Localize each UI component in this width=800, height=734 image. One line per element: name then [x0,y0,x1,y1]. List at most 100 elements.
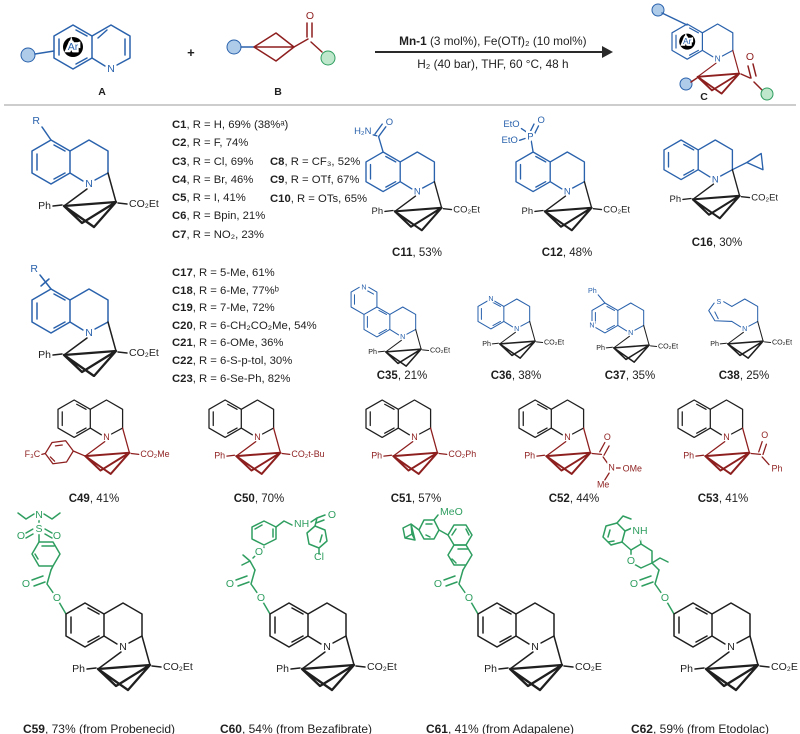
fused-pyridine-ring [350,286,378,315]
compound-yield: , R = OTs, 65% [290,192,368,205]
product-c38: S N Ph CO₂Et C38, 25% [688,259,800,382]
n-atom-label: N [564,186,571,197]
yield-line: C23, R = 6-Se-Ph, 82% [172,371,344,389]
catalyst-loading: (3 mol%), Fe(OTf)₂ (10 mol%) [426,33,587,48]
o-atom-label: O [226,578,234,590]
yield-line: C17, R = 5-Me, 61% [172,265,344,283]
o-atom-label: O [53,592,61,604]
structure-c59: O O S O O N N Ph [17,507,193,692]
cl-atom-label: Cl [314,551,324,563]
caption-c59: C59, 73% (from Probenecid) [22,722,176,734]
ph-label: Ph [482,340,491,348]
ester-label: CO₂Et [453,204,480,215]
reaction-header: Ar N A + O B Mn-1 (3 mol%), Fe(OTf)₂ (10… [4,2,796,102]
ph-label: Ph [214,451,225,461]
product-c12: P O EtO EtO N Ph CO₂Et C12, 48% [494,110,640,259]
ar-label: Ar [68,41,79,53]
reactant-b-label: B [274,86,282,98]
n-atom-label: N [742,325,747,333]
structure-c50: N Ph CO₂t-Bu [208,399,325,476]
structure-c37: Ph N N Ph CO₂Et [588,287,678,363]
group-c1-c10: R N Ph CO₂Et C1, R = H, 69% (38%ᵃ) C2, R… [4,110,367,244]
compound-yield: , R = Cl, 69% [186,155,254,168]
reactant-b-structure: O B [226,10,336,98]
ph-label: Ph [372,206,384,217]
n-atom-label: N [712,174,719,185]
ester-label: CO₂Et [129,347,159,359]
benzoyl-group [750,441,770,466]
yield-line: C2, R = F, 74% [172,134,340,152]
o-atom-label: O [465,592,473,604]
compound-id: C6 [172,210,187,223]
group2-structure: R N Ph CO₂Et [30,263,159,377]
yield-line: C10, R = OTs, 65% [270,190,367,208]
o-atom-label: O [255,546,263,558]
ethyl-group [616,515,632,524]
product-c-structure: Ar N O C [651,3,774,102]
weinreb-amide [591,442,621,481]
n-atom-label: N [254,432,260,442]
yield-line: C4, R = Br, 46% [172,171,340,189]
caption-c38: C38, 25% [718,370,770,382]
leaving-group-circle-green [320,50,336,66]
n-atom-label: N [488,295,493,303]
structure-c49: N F₃C CO₂Me [25,399,170,476]
n-atom-label: N [411,432,417,442]
ph-label: Ph [371,451,382,461]
yield-line: C6, R = Bpin, 21% [172,207,340,225]
o-atom-label: O [627,555,635,567]
structure-c62: O O O NH N Ph [602,515,798,692]
s-atom-label: S [717,298,722,306]
n-atom-label: N [531,641,539,653]
product-c49: N F₃C CO₂Me C49, 41% [12,388,176,505]
group-c17-c23: R N Ph CO₂Et C17, R = 5-Me, 61% C18, R =… [4,259,344,388]
ester-label: CO₂Et [367,661,397,673]
n-atom-label: N [589,321,594,329]
product-core: Ar N [671,23,741,95]
o-atom-label: O [630,578,638,590]
product-c62: O O O NH N Ph [602,505,798,734]
compound-yield: , R = 6-Se-Ph, 82% [192,372,291,385]
structure-c11: O H₂N N Ph CO₂Et [354,117,480,232]
ethylene-chain [275,520,293,528]
compound-id: C2 [172,137,187,150]
probenecid-fragment: O O S O O N [17,507,67,615]
cf3-phenyl-ring [44,440,86,465]
substituent-circle-blue [679,77,693,91]
compound-yield: , R = Br, 46% [186,173,254,186]
yield-line: C5, R = I, 41% [172,189,340,207]
product-c53: N Ph O Ph C53, 41% [658,388,788,505]
adapalene-fragment: O O MeO [402,506,479,615]
ph-label: Ph [368,348,377,356]
p-atom-label: P [527,131,533,142]
compound-id: C1 [172,119,187,131]
ester-label: CO₂Et [658,343,678,351]
o-atom-label: O [661,592,669,604]
cyclopropyl-group [731,152,764,171]
n-atom-label: N [514,325,519,333]
yield-list-c17-c23: C17, R = 5-Me, 61% C18, R = 6-Me, 77%ᵇ C… [172,259,344,388]
compound-id: C5 [172,192,187,205]
reactant-a-label: A [98,86,106,98]
yield-line: C18, R = 6-Me, 77%ᵇ [172,283,344,301]
compound-id: C3 [172,155,187,168]
structure-c53: N Ph O Ph [677,399,782,476]
eto-label: EtO [503,119,519,130]
me-label: Me [597,480,609,490]
n-atom-label: N [715,54,721,64]
ester-label: CO₂Et [430,347,450,355]
amide-label: H₂N [354,126,371,137]
compound-id: C23 [172,372,193,385]
yield-line: C1, R = H, 69% (38%ᵃ) [172,116,340,134]
ester-label: CO₂Et [751,192,778,203]
methoxyphenyl-ring [418,519,449,540]
ester-label: CO₂Et [575,661,602,673]
o-atom-label: O [604,432,611,442]
ar-label: Ar [683,36,692,46]
caption-c62: C62, 59% (from Etodolac) [630,722,770,734]
compound-yield: , R = 6-OMe, 36% [192,337,284,350]
s-atom-label: S [35,523,42,535]
ome-label: OMe [623,464,642,474]
yield-list-c1-c10: C1, R = H, 69% (38%ᵃ) C2, R = F, 74% C3,… [172,110,367,244]
o-atom-label: O [257,592,265,604]
